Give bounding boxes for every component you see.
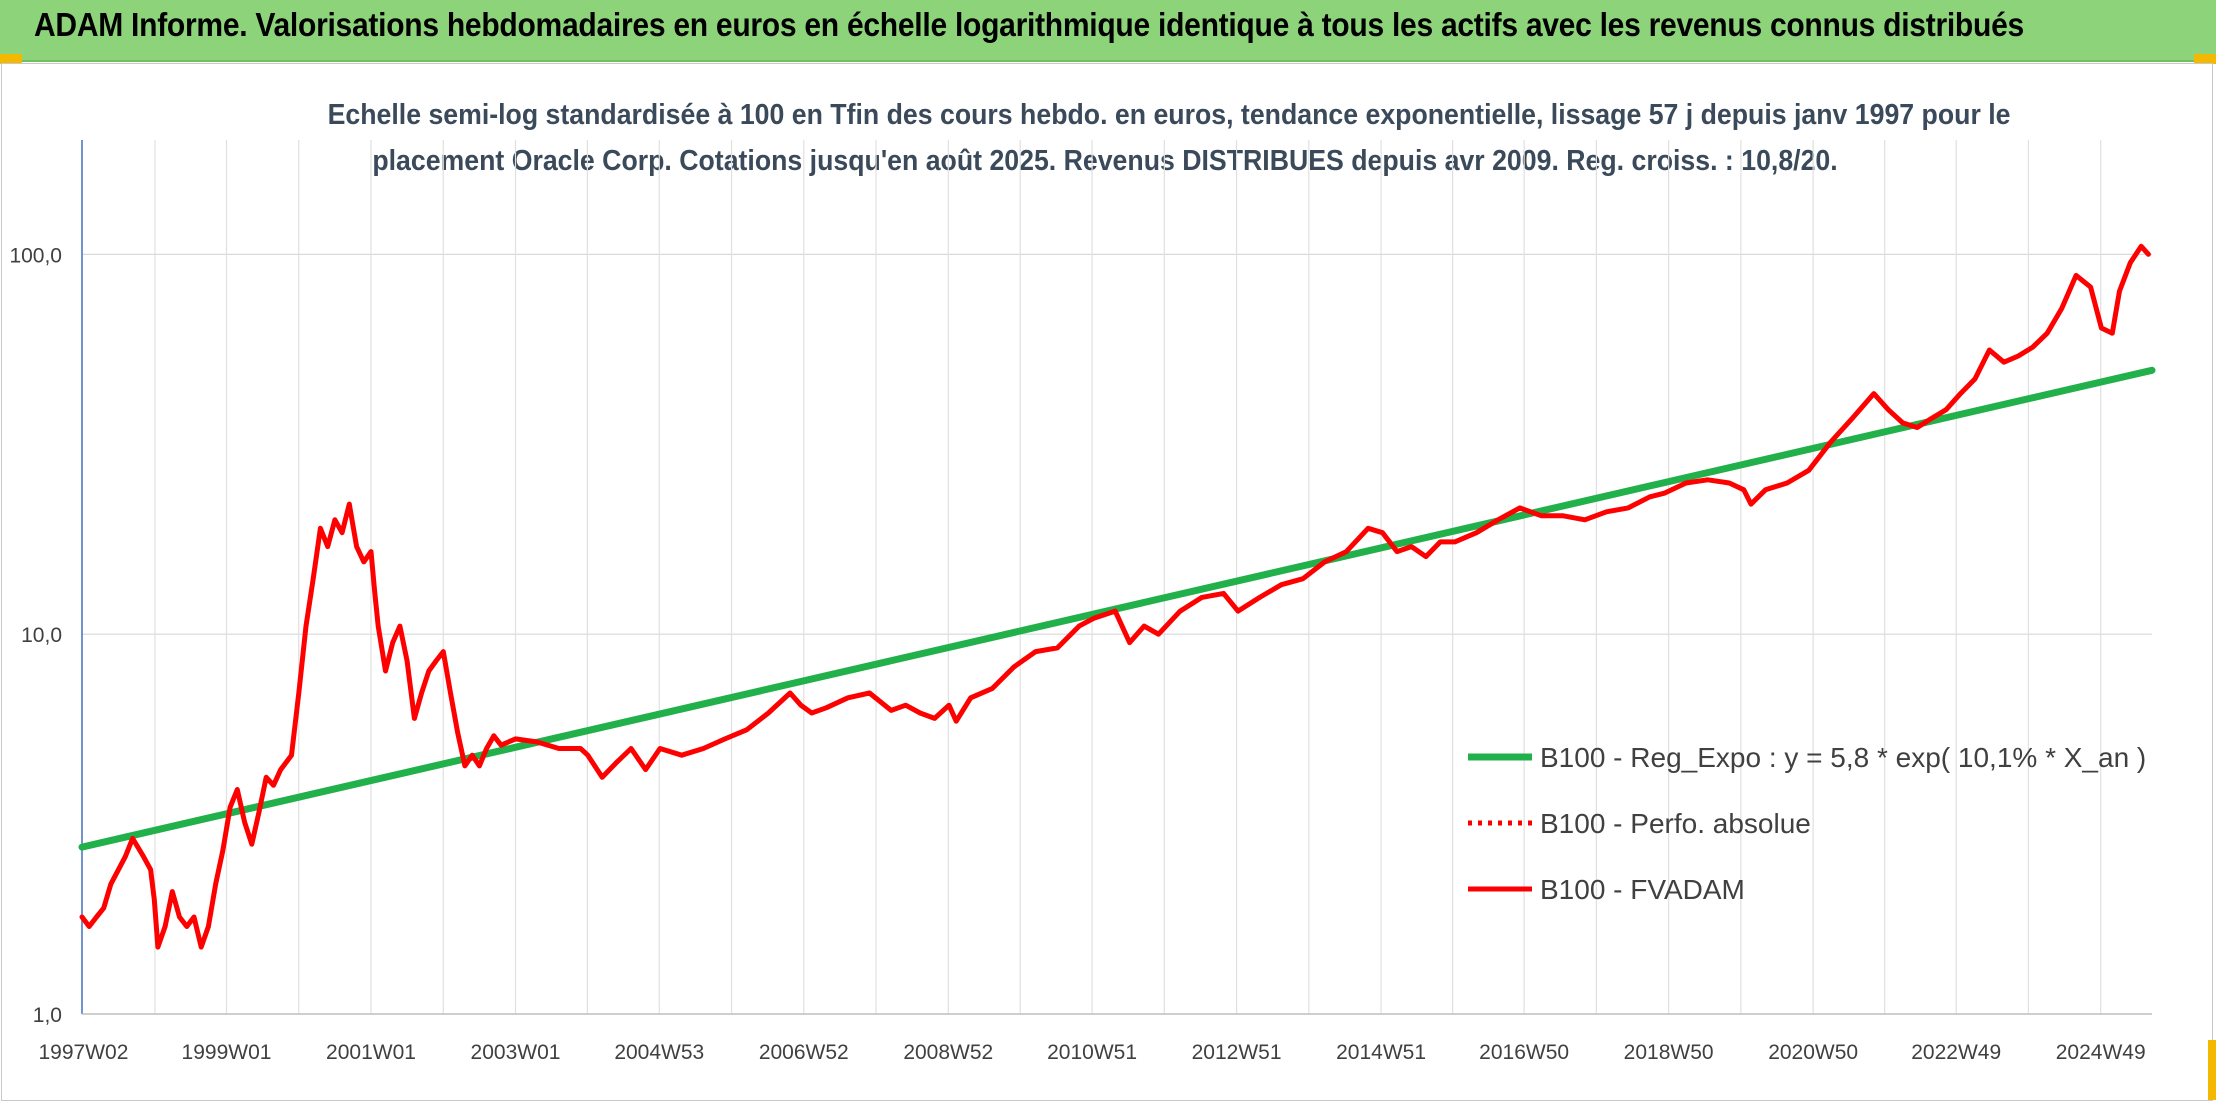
- title-banner: ADAM Informe. Valorisations hebdomadaire…: [0, 0, 2216, 62]
- chart-title: Echelle semi-log standardisée à 100 en T…: [260, 92, 2011, 184]
- legend-label-2: B100 - FVADAM: [1540, 874, 1745, 905]
- y-tick-label: 100,0: [9, 244, 62, 267]
- x-tick-label: 1997W02: [38, 1041, 128, 1064]
- x-tick-label: 2016W50: [1479, 1041, 1569, 1064]
- x-tick-label: 2024W49: [2056, 1041, 2146, 1064]
- chart-title-line-1: Echelle semi-log standardisée à 100 en T…: [327, 99, 2011, 131]
- x-tick-label: 2003W01: [471, 1041, 561, 1064]
- x-tick-label: 2006W52: [759, 1041, 849, 1064]
- x-tick-label: 2020W50: [1768, 1041, 1858, 1064]
- y-tick-label: 1,0: [33, 1004, 62, 1027]
- x-tick-label: 1999W01: [182, 1041, 272, 1064]
- x-tick-label: 2022W49: [1911, 1041, 2001, 1064]
- series-line-2: [79, 243, 2151, 950]
- chart-title-line-2: placement Oracle Corp. Cotations jusqu'e…: [372, 145, 1838, 177]
- y-tick-label: 10,0: [21, 624, 62, 647]
- corner-marker-left: [0, 54, 22, 64]
- corner-marker-right: [2194, 54, 2216, 64]
- x-tick-label: 2014W51: [1336, 1041, 1426, 1064]
- legend-label-0: B100 - Reg_Expo : y = 5,8 * exp( 10,1% *…: [1540, 742, 2146, 773]
- series-lines: [78, 243, 2156, 950]
- axes: [81, 140, 2152, 1015]
- grid-lines: [82, 140, 2152, 1015]
- x-tick-label: 2001W01: [326, 1041, 416, 1064]
- series-line-0: [78, 366, 2156, 851]
- x-tick-label: 2012W51: [1192, 1041, 1282, 1064]
- x-tick-label: 2004W53: [614, 1041, 704, 1064]
- tick-labels: 1,0 10,0 100,0 1997W02 1999W01 2001W01 2003W01…: [9, 244, 2145, 1064]
- legend: B100 - Reg_Expo : y = 5,8 * exp( 10,1% *…: [1468, 742, 2146, 905]
- chart-frame: [1, 63, 2213, 1101]
- x-tick-label: 2010W51: [1047, 1041, 1137, 1064]
- edge-marker-right: [2208, 1040, 2216, 1100]
- x-tick-label: 2018W50: [1624, 1041, 1714, 1064]
- banner-title: ADAM Informe. Valorisations hebdomadaire…: [34, 6, 2024, 43]
- x-tick-label: 2008W52: [903, 1041, 993, 1064]
- legend-label-1: B100 - Perfo. absolue: [1540, 808, 1811, 839]
